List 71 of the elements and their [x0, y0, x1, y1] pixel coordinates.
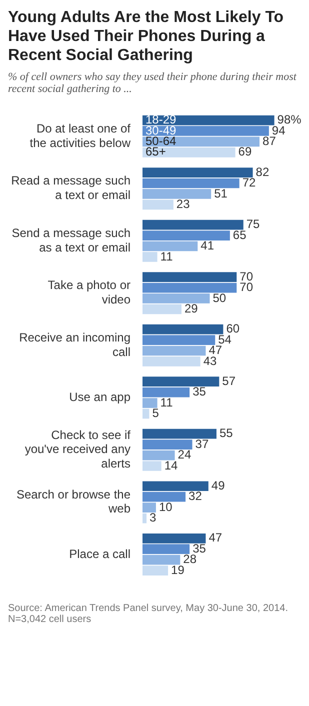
bar: [142, 189, 212, 199]
data-label: 65: [232, 228, 247, 242]
bar: [142, 533, 206, 544]
data-label: 5: [152, 406, 160, 420]
bar: [142, 272, 237, 282]
y-tick-label: Use an app: [69, 390, 131, 404]
bar: [142, 428, 216, 439]
bar: [142, 554, 180, 565]
bar: [142, 461, 162, 471]
bar: [142, 252, 158, 262]
bar: [142, 200, 174, 210]
bar: [142, 346, 206, 356]
data-label: 49: [211, 478, 226, 492]
data-label: 51: [214, 186, 228, 200]
data-label: 32: [188, 489, 202, 504]
y-tick-label: Check to see if you've received any alerts: [24, 428, 132, 471]
bar: [142, 168, 253, 178]
data-label: 37: [195, 436, 209, 451]
y-tick-label: Send a message such as a text or email: [12, 226, 130, 254]
bar: [142, 513, 147, 524]
y-tick-label: Take a photo or video: [48, 278, 131, 307]
y-tick-label: Place a call: [69, 546, 130, 561]
bar: [142, 481, 208, 492]
data-label: 24: [178, 448, 192, 462]
data-label: 14: [164, 458, 178, 472]
data-label: 69: [238, 144, 252, 159]
chart-title: Young Adults Are the Most Likely To Have Used Their Phones During a Recent Social Gathering: [8, 8, 285, 65]
data-label: 72: [242, 176, 256, 190]
data-label: 35: [192, 384, 206, 399]
y-tick-label: Receive an incoming call: [19, 330, 130, 359]
y-tick-label: Search or browse the web: [16, 487, 131, 516]
bar: [142, 282, 237, 293]
bar: [142, 502, 156, 512]
data-label: 47: [208, 530, 222, 545]
bar: [142, 178, 240, 188]
bar: [142, 398, 158, 408]
data-label: 11: [160, 249, 174, 264]
bar: [142, 324, 224, 334]
source-note: Source: American Trends Panel survey, May 30-June 30, 2014. N=3,042 cell users: [8, 603, 289, 625]
data-label: 19: [171, 562, 185, 577]
data-label: 29: [184, 302, 198, 316]
bar: [142, 450, 175, 460]
data-label: 50: [212, 290, 226, 305]
data-label: 75: [246, 217, 260, 232]
bar: [142, 387, 190, 398]
data-label: 3: [150, 510, 157, 525]
bar: [142, 440, 192, 450]
data-label: 41: [200, 238, 214, 253]
bar: [142, 126, 269, 136]
data-label: 10: [158, 500, 173, 514]
y-tick-label: Read a message such a text or email: [11, 174, 130, 202]
data-label: 57: [222, 374, 236, 388]
bar: [142, 241, 198, 252]
bar: [142, 376, 220, 387]
bar: [142, 566, 168, 576]
bar: [142, 335, 216, 345]
y-tick-label: Do at least one of the activities below: [30, 121, 132, 150]
bar: [142, 356, 200, 366]
bar: [142, 492, 186, 502]
bar: [142, 408, 150, 419]
data-label: 23: [176, 196, 190, 211]
data-label: 55: [219, 426, 234, 440]
bar: [142, 294, 210, 304]
data-label: 82: [256, 164, 270, 179]
bar: [142, 220, 244, 230]
bar: [142, 304, 182, 314]
bar: [142, 544, 190, 554]
bar: [142, 230, 230, 240]
bar: [142, 147, 236, 158]
data-label: 11: [160, 395, 174, 410]
chart-subtitle: % of cell owners who say they used their phone during their most recent social gathering to ...: [8, 71, 298, 95]
